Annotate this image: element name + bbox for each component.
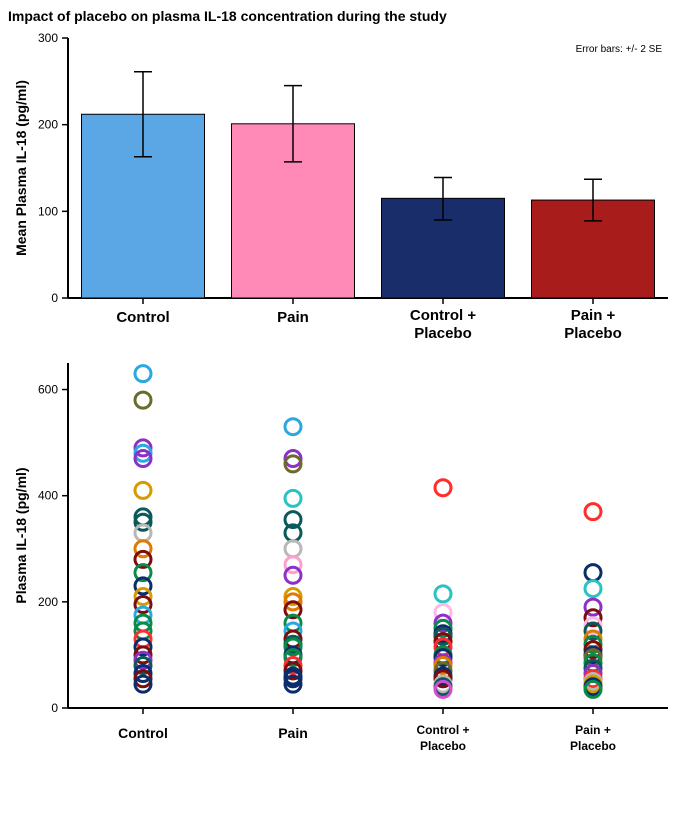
- svg-text:Control: Control: [116, 309, 169, 326]
- svg-text:Pain +: Pain +: [575, 723, 611, 737]
- scatter-chart: 0 200 400 600 Plasma IL-18 (pg/ml) Control Pai…: [8, 358, 677, 798]
- svg-text:Pain +: Pain +: [571, 307, 616, 324]
- svg-text:300: 300: [38, 31, 58, 45]
- svg-text:600: 600: [38, 383, 58, 397]
- svg-text:Error bars: +/- 2 SE: Error bars: +/- 2 SE: [576, 44, 663, 55]
- svg-text:Mean Plasma IL-18 (pg/ml): Mean Plasma IL-18 (pg/ml): [13, 80, 29, 256]
- svg-text:Placebo: Placebo: [570, 739, 616, 753]
- svg-text:Placebo: Placebo: [414, 325, 472, 342]
- svg-text:Pain: Pain: [277, 309, 309, 326]
- svg-text:Control: Control: [118, 725, 168, 741]
- svg-text:Placebo: Placebo: [420, 739, 466, 753]
- svg-text:Plasma IL-18 (pg/ml): Plasma IL-18 (pg/ml): [13, 467, 29, 603]
- svg-text:0: 0: [51, 291, 58, 305]
- bar-chart: 0 100 200 300 Mean Plasma IL-18 (pg/ml) Error…: [8, 28, 677, 358]
- svg-text:Pain: Pain: [278, 725, 308, 741]
- page-title: Impact of placebo on plasma IL-18 concen…: [8, 8, 677, 24]
- svg-text:Control +: Control +: [410, 307, 476, 324]
- svg-text:Placebo: Placebo: [564, 325, 622, 342]
- svg-text:100: 100: [38, 204, 58, 218]
- svg-text:Control +: Control +: [417, 723, 470, 737]
- svg-text:400: 400: [38, 489, 58, 503]
- svg-text:200: 200: [38, 595, 58, 609]
- svg-text:200: 200: [38, 118, 58, 132]
- svg-text:0: 0: [51, 701, 58, 715]
